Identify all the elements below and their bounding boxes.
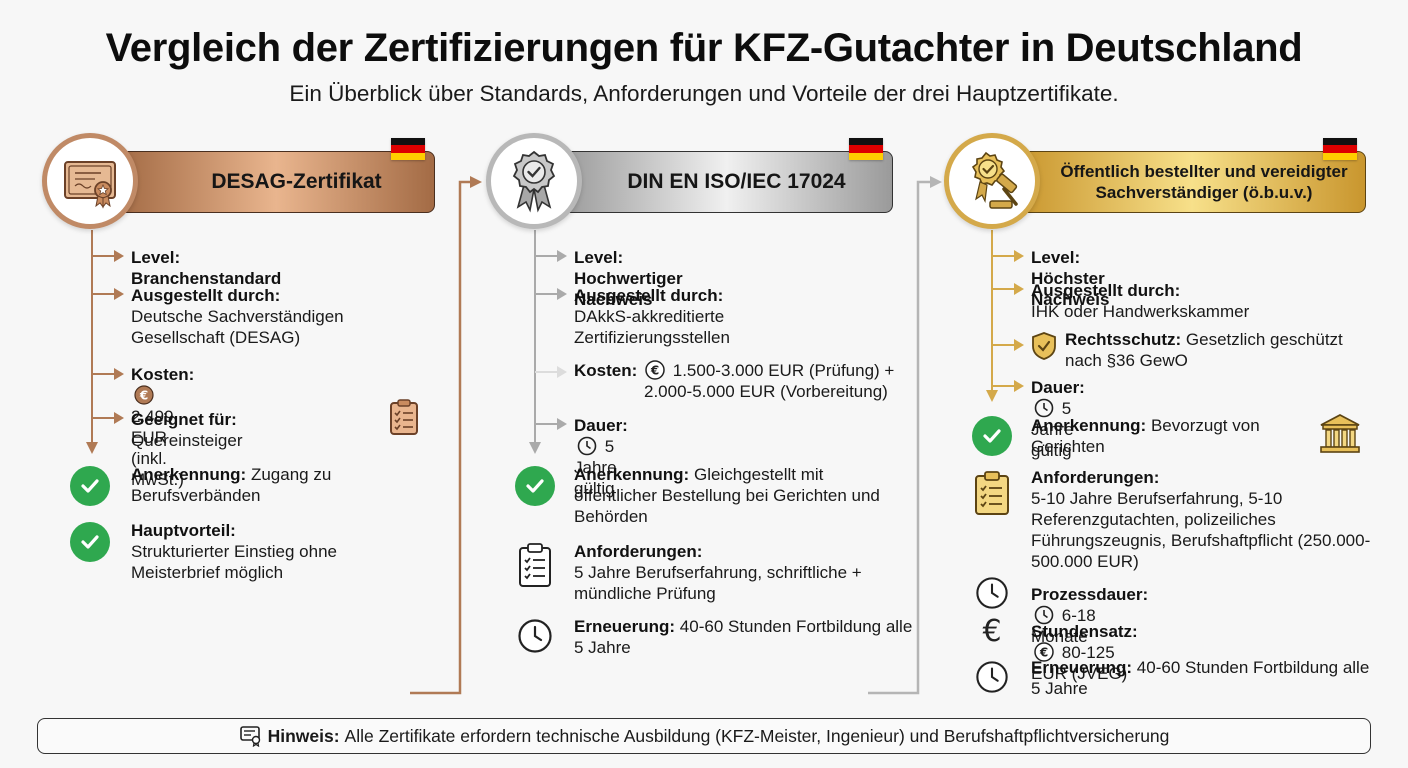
obuv-recognition: Anerkennung: Bevorzugt von Gerichten [1031,416,1260,456]
desag-fit: Geeignet für: Quereinsteiger [131,410,243,450]
award-seal-icon [512,150,556,213]
arrow-icon [92,250,124,262]
footer-label: Hinweis: [267,725,340,746]
footer-text: Alle Zertifikate erfordern technische Au… [344,725,1170,746]
obuv-hourly-rate: Stundensatz: € 80-125 EUR (JVEG) [1031,622,1138,683]
arrow-icon [992,250,1024,262]
certificate-note-icon [239,726,260,747]
obuv-legal-protection: Rechtsschutz: Gesetzlich geschützt nach … [1065,330,1343,370]
arrow-icon [535,288,567,300]
obuv-banner: Öffentlich bestellter und vereidigter Sa… [1018,151,1366,213]
svg-text:€: € [139,389,148,403]
arrow-icon [992,283,1024,295]
clock-icon [1034,605,1054,625]
svg-text:€: € [650,364,659,378]
arrow-icon [92,288,124,300]
check-icon [515,466,555,506]
arrow-icon [92,412,124,424]
german-flag-icon [1323,138,1357,160]
desag-cost: Kosten: € 2.499 EUR (inkl. MwSt.) [131,365,195,489]
arrow-icon [992,339,1024,351]
obuv-title: Öffentlich bestellter und vereidigter Sa… [1060,162,1348,202]
svg-text:€: € [1039,646,1048,660]
clipboard-checklist-icon [975,471,1009,515]
arrow-icon [92,368,124,380]
clipboard-checklist-icon [519,543,551,587]
euro-icon: € [982,614,1001,648]
arrow-icon [535,418,567,430]
arrow-icon [535,250,567,262]
din-iso-renewal: Erneuerung: 40-60 Stunden Fortbildung al… [574,617,913,657]
euro-coin-icon: € [134,385,154,405]
clock-icon [577,436,597,456]
desag-badge [42,133,138,229]
din-iso-badge [486,133,582,229]
svg-text:€: € [982,614,1001,648]
check-icon [70,522,110,562]
din-iso-recognition: Anerkennung: Gleichgestellt mit öffentli… [574,465,880,526]
german-flag-icon [849,138,883,160]
euro-coin-icon: € [645,360,665,380]
clock-icon [976,661,1008,693]
gavel-seal-icon [971,151,1018,209]
desag-banner: DESAG-Zertifikat [118,151,435,213]
desag-title: DESAG-Zertifikat [211,170,382,193]
din-iso-title: DIN EN ISO/IEC 17024 [627,170,846,193]
din-iso-level: Level: Hochwertiger Nachweis [574,248,683,309]
din-iso-requirements: Anforderungen: 5 Jahre Berufserfahrung, s… [574,542,862,603]
din-iso-cost: Kosten: € 1.500-3.000 EUR (Prüfung) + 2.… [574,360,895,401]
obuv-requirements: Anforderungen: 5-10 Jahre Berufserfahrung… [1031,468,1371,571]
din-iso-issued: Ausgestellt durch: DAkkS-akkreditierte Ze… [574,286,730,347]
check-icon [972,416,1012,456]
obuv-process-duration: Prozessdauer: 6-18 Monate [1031,585,1149,646]
obuv-badge [944,133,1040,229]
desag-issued: Ausgestellt durch: Deutsche Sachverständi… [131,286,344,347]
desag-level: Level: Branchenstandard [131,248,282,288]
german-flag-icon [391,138,425,160]
obuv-level: Level: Höchster Nachweis [1031,248,1110,309]
arrow-icon [992,380,1024,392]
obuv-renewal: Erneuerung: 40-60 Stunden Fortbildung al… [1031,658,1370,698]
page-subtitle: Ein Überblick über Standards, Anforderun… [289,81,1119,106]
clipboard-checklist-icon [390,399,418,435]
shield-check-icon [1032,332,1056,360]
certificate-icon [64,161,116,209]
clock-icon [976,577,1008,609]
clock-icon [518,619,552,653]
arrow-icon [535,366,567,378]
euro-coin-icon: € [1034,642,1054,662]
desag-main-advantage: Hauptvorteil: Strukturierter Einstieg ohn… [131,521,337,582]
courthouse-icon [1320,413,1360,453]
check-icon [70,466,110,506]
obuv-issued: Ausgestellt durch: IHK oder Handwerkskamm… [1031,281,1250,321]
din-iso-banner: DIN EN ISO/IEC 17024 [560,151,893,213]
desag-recognition: Anerkennung: Zugang zu Berufsverbänden [131,465,332,505]
obuv-duration: Dauer: 5 Jahre gültig [1031,378,1085,460]
clock-icon [1034,398,1054,418]
footer-note: Hinweis: Alle Zertifikate erfordern tech… [37,718,1371,754]
din-iso-duration: Dauer: 5 Jahre gültig [574,416,628,498]
page-title: Vergleich der Zertifizierungen für KFZ-G… [105,26,1303,70]
